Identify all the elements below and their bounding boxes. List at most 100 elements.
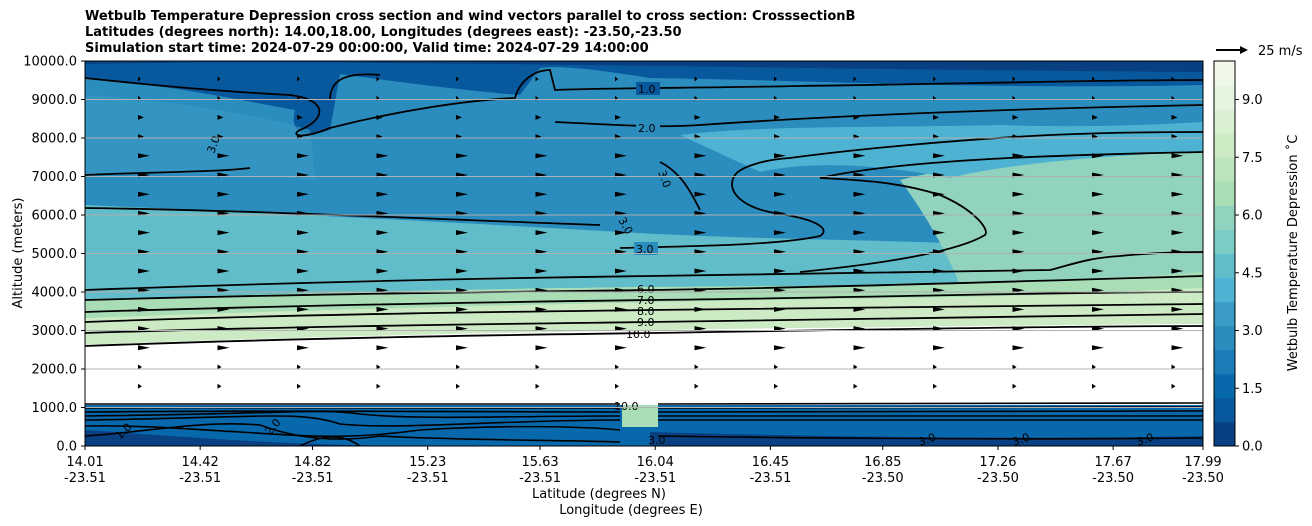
wind-vector <box>1171 153 1184 159</box>
y-axis-ticks: 0.0 1000.0 2000.0 3000.0 4000.0 5000.0 6000.0 7… <box>23 55 85 455</box>
x-tick-label-lon: -23.51 <box>407 471 449 486</box>
contour-4.0 <box>799 177 987 273</box>
wind-vector <box>376 230 389 236</box>
wind-vector <box>456 364 460 370</box>
wind-vector <box>615 364 619 370</box>
wind-vector <box>1012 268 1025 274</box>
fill-low-dark-left <box>85 430 420 446</box>
quiver-key-arrowhead <box>1240 46 1248 54</box>
wind-vector <box>694 268 707 274</box>
contour-10.0 <box>85 325 1203 347</box>
colorbar-label: Wetbulb Temperature Depression ˚C <box>1285 135 1301 372</box>
wind-vector <box>535 364 540 370</box>
x-tick-label-lon: -23.50 <box>1092 471 1134 486</box>
wind-vector <box>535 191 548 197</box>
plot-area: 1.0 2.0 3.0 3.0 3.0 3.0 6.0 7.0 8.0 9.0 … <box>85 61 1203 449</box>
wind-vector <box>774 306 786 312</box>
wind-vector <box>138 306 150 312</box>
chart-title-line-2: Latitudes (degrees north): 14.00,18.00, … <box>85 25 682 40</box>
wind-vector <box>774 191 786 197</box>
wind-vector <box>1171 364 1176 370</box>
wind-vector <box>694 230 707 236</box>
wind-vector <box>853 383 858 389</box>
wind-vector <box>376 76 380 82</box>
wind-vector <box>535 306 548 312</box>
wind-vector <box>376 191 389 197</box>
wind-vector <box>535 114 542 120</box>
wind-vector <box>694 153 707 159</box>
contour-1.0 <box>85 69 1203 137</box>
wind-vector <box>774 326 786 332</box>
wind-vector <box>615 306 627 312</box>
colorbar-tick-label: 4.5 <box>1242 266 1263 281</box>
wind-vector <box>615 345 627 351</box>
colorbar-segment <box>1214 421 1235 447</box>
wind-vector <box>217 345 230 351</box>
y-tick-label: 10000.0 <box>23 55 77 70</box>
y-tick-label: 4000.0 <box>32 286 78 301</box>
wind-vector <box>774 345 786 351</box>
x-tick-label-lat: 17.26 <box>979 455 1016 470</box>
wind-vector <box>217 76 221 82</box>
contour-6.0 <box>85 275 1203 301</box>
wind-vector <box>615 383 619 389</box>
wind-vector <box>774 287 786 293</box>
wind-vector <box>376 364 381 370</box>
colorbar-segment <box>1214 325 1235 351</box>
wind-vector <box>535 230 548 236</box>
wind-vector <box>1171 114 1178 120</box>
x-tick-label-lon: -23.50 <box>977 471 1019 486</box>
wind-vector <box>138 268 150 274</box>
x-tick-label-lon: -23.51 <box>749 471 791 486</box>
wind-vector <box>456 114 462 120</box>
colorbar-segment <box>1214 181 1235 206</box>
wind-vector <box>1012 114 1019 120</box>
wind-vector <box>615 287 627 293</box>
wind-vector <box>1092 326 1104 332</box>
wind-vector <box>1171 268 1184 274</box>
contour-1.0-b <box>329 73 381 101</box>
colorbar-segment <box>1214 133 1235 158</box>
x-tick-label-lat: 16.45 <box>752 455 789 470</box>
x-tick-label-lat: 16.85 <box>864 455 901 470</box>
fill-dry-layer <box>85 324 1203 405</box>
wind-vector <box>297 191 309 197</box>
wind-vector <box>933 345 945 351</box>
wind-vector <box>694 287 707 293</box>
colorbar-tick-label: 9.0 <box>1242 93 1263 108</box>
wind-vector <box>456 230 468 236</box>
wind-vector <box>217 287 230 293</box>
wind-vector <box>853 326 866 332</box>
chart-title-line-1: Wetbulb Temperature Depression cross sec… <box>85 9 856 24</box>
colorbar-tick-label: 7.5 <box>1242 151 1263 166</box>
y-tick-label: 8000.0 <box>32 132 78 147</box>
colorbar-tick-label: 0.0 <box>1242 440 1263 455</box>
y-tick-label: 5000.0 <box>32 247 78 262</box>
wind-vector <box>853 268 866 274</box>
x-tick-label-lat: 17.67 <box>1095 455 1132 470</box>
wind-vector <box>933 153 945 159</box>
wind-vector <box>1092 364 1096 370</box>
wind-vector <box>1012 345 1025 351</box>
wind-vector <box>774 268 786 274</box>
wind-vector <box>1012 153 1025 159</box>
wind-vector <box>138 191 150 197</box>
wind-vector <box>933 268 945 274</box>
wind-vector <box>535 153 548 159</box>
x-tick-label-lat: 14.82 <box>294 455 331 470</box>
wind-vector <box>297 364 301 370</box>
x-tick-label-lat: 15.63 <box>521 455 558 470</box>
colorbar-segment <box>1214 253 1235 279</box>
wind-vector <box>297 287 309 293</box>
quiver-key: 25 m/s <box>1216 44 1303 59</box>
x-tick-label-lon: -23.50 <box>1182 471 1224 486</box>
colorbar-segment <box>1214 157 1235 182</box>
wind-vector <box>456 153 468 159</box>
wind-vector <box>694 114 701 120</box>
wind-vector <box>535 345 548 351</box>
wind-vector <box>853 230 866 236</box>
contour-label: 9.0 <box>637 316 655 329</box>
contour-label: 3.0 <box>1135 431 1156 449</box>
wind-vector <box>1092 153 1104 159</box>
